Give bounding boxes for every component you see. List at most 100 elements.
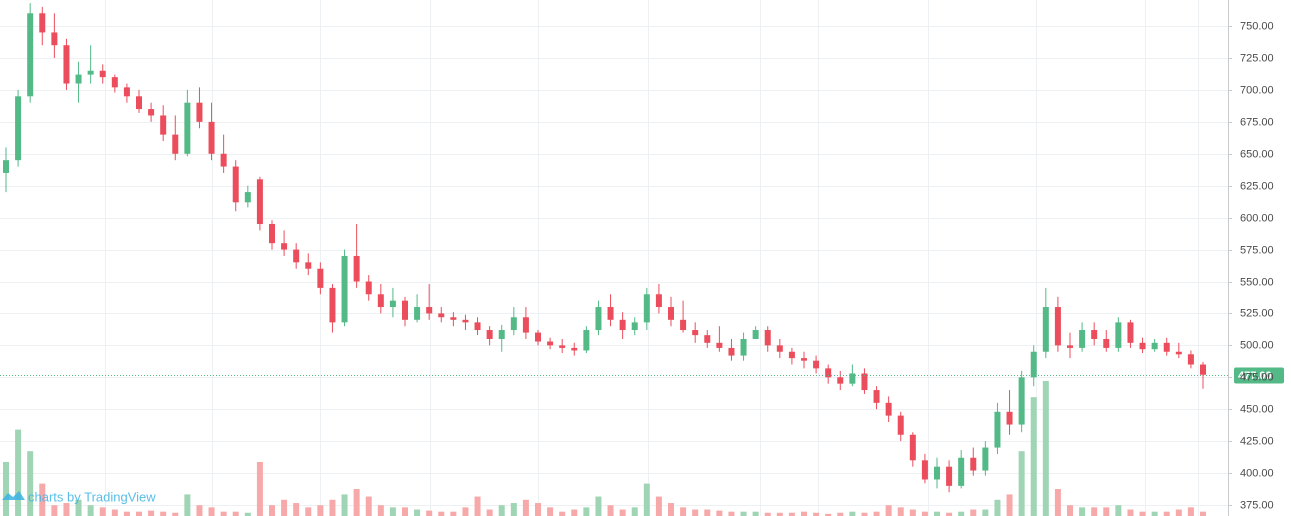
y-tick-label: 650.00 bbox=[1240, 148, 1274, 160]
candle-body bbox=[51, 32, 58, 46]
candle-body bbox=[559, 345, 566, 348]
candle-body bbox=[861, 373, 868, 391]
volume-bar bbox=[317, 505, 324, 516]
volume-bar bbox=[668, 503, 674, 516]
candle-body bbox=[184, 102, 191, 154]
volume-bar bbox=[329, 499, 336, 516]
candle-body bbox=[1127, 322, 1134, 343]
volume-bar bbox=[1042, 381, 1049, 516]
candle-body bbox=[27, 13, 34, 97]
volume-bar bbox=[269, 505, 275, 516]
candle-body bbox=[946, 466, 953, 486]
candle-body bbox=[172, 134, 179, 154]
candle-body bbox=[1006, 411, 1013, 425]
candle-body bbox=[123, 87, 130, 97]
volume-bar bbox=[498, 505, 505, 516]
volume-bar bbox=[958, 511, 965, 516]
volume-bar bbox=[571, 509, 578, 516]
y-tick-label: 525.00 bbox=[1240, 307, 1274, 319]
volume-bar bbox=[1067, 505, 1073, 516]
last-price-label: 477.00 bbox=[1238, 370, 1272, 382]
candle-body bbox=[535, 332, 541, 342]
volume-bar bbox=[535, 503, 541, 516]
volume-bar bbox=[426, 510, 433, 516]
overlay: 477.00 bbox=[0, 367, 1284, 384]
candle-body bbox=[595, 307, 602, 331]
y-tick-label: 675.00 bbox=[1240, 116, 1274, 128]
candle-body bbox=[75, 74, 82, 84]
volume-bar bbox=[341, 494, 348, 516]
volume-bar bbox=[861, 512, 868, 516]
volume-bar bbox=[692, 509, 699, 516]
volume-bar bbox=[885, 505, 892, 516]
candle-body bbox=[341, 255, 348, 323]
volume-bar bbox=[244, 512, 251, 516]
volume-bar bbox=[148, 510, 155, 516]
volume-bar bbox=[1030, 397, 1037, 516]
volume-bar bbox=[99, 507, 106, 516]
candle-body bbox=[728, 347, 735, 356]
volume-bar bbox=[873, 511, 880, 516]
candle-body bbox=[148, 109, 155, 116]
volume-bar bbox=[788, 512, 795, 516]
volume-bar bbox=[619, 509, 626, 516]
volume-bar bbox=[728, 511, 735, 516]
volume-bar bbox=[607, 505, 614, 516]
candle-body bbox=[885, 402, 892, 416]
candle-body bbox=[111, 77, 118, 88]
candle-body bbox=[281, 243, 288, 250]
volume-bar bbox=[450, 511, 457, 516]
volume-bar bbox=[837, 512, 844, 516]
volume-bar bbox=[51, 505, 58, 516]
candle-body bbox=[15, 96, 22, 161]
candle-body bbox=[474, 322, 481, 331]
watermark: charts by TradingView bbox=[28, 489, 156, 504]
candle-body bbox=[244, 192, 251, 203]
candle-body bbox=[87, 70, 94, 75]
candle-body bbox=[196, 102, 203, 122]
candle-body bbox=[692, 330, 699, 336]
volume-bar bbox=[172, 512, 179, 516]
y-tick-label: 475.00 bbox=[1240, 371, 1274, 383]
candle-body bbox=[994, 411, 1001, 448]
candle-body bbox=[873, 390, 880, 403]
volume-bar bbox=[982, 509, 989, 516]
volume-bar bbox=[1127, 509, 1134, 516]
candle-body bbox=[426, 307, 433, 314]
y-tick-label: 450.00 bbox=[1240, 403, 1274, 415]
volume-bar bbox=[522, 499, 529, 516]
candle-body bbox=[256, 179, 263, 225]
volume-bar bbox=[474, 496, 481, 516]
volume-bar bbox=[643, 483, 650, 516]
candle-body bbox=[389, 300, 396, 308]
candle-body bbox=[837, 377, 844, 384]
volume-bar bbox=[232, 511, 239, 516]
volume-bar bbox=[547, 507, 554, 516]
volume-bar bbox=[63, 503, 70, 516]
volume-bar bbox=[740, 511, 747, 516]
volume-bar bbox=[994, 499, 1001, 516]
candle-body bbox=[293, 249, 300, 263]
candle-body bbox=[921, 460, 928, 480]
candle-body bbox=[377, 294, 384, 308]
candle-body bbox=[317, 268, 324, 288]
candle-body bbox=[849, 373, 856, 384]
candle-body bbox=[450, 317, 457, 320]
candle-body bbox=[414, 307, 421, 320]
candle-body bbox=[752, 330, 759, 339]
candle-body bbox=[462, 319, 469, 323]
volume-bar bbox=[1018, 451, 1025, 516]
volume-bar bbox=[680, 507, 687, 516]
candle-body bbox=[909, 434, 916, 461]
volume-bar bbox=[1175, 509, 1182, 516]
volume-bar bbox=[764, 512, 771, 516]
volume-bar bbox=[752, 511, 759, 516]
volume-bar bbox=[1187, 507, 1194, 516]
candle-body bbox=[1067, 345, 1073, 348]
candle-body bbox=[607, 307, 614, 320]
candle-body bbox=[801, 358, 807, 361]
volume-bar bbox=[1006, 494, 1013, 516]
y-tick-label: 700.00 bbox=[1240, 84, 1274, 96]
candle-body bbox=[788, 351, 795, 359]
